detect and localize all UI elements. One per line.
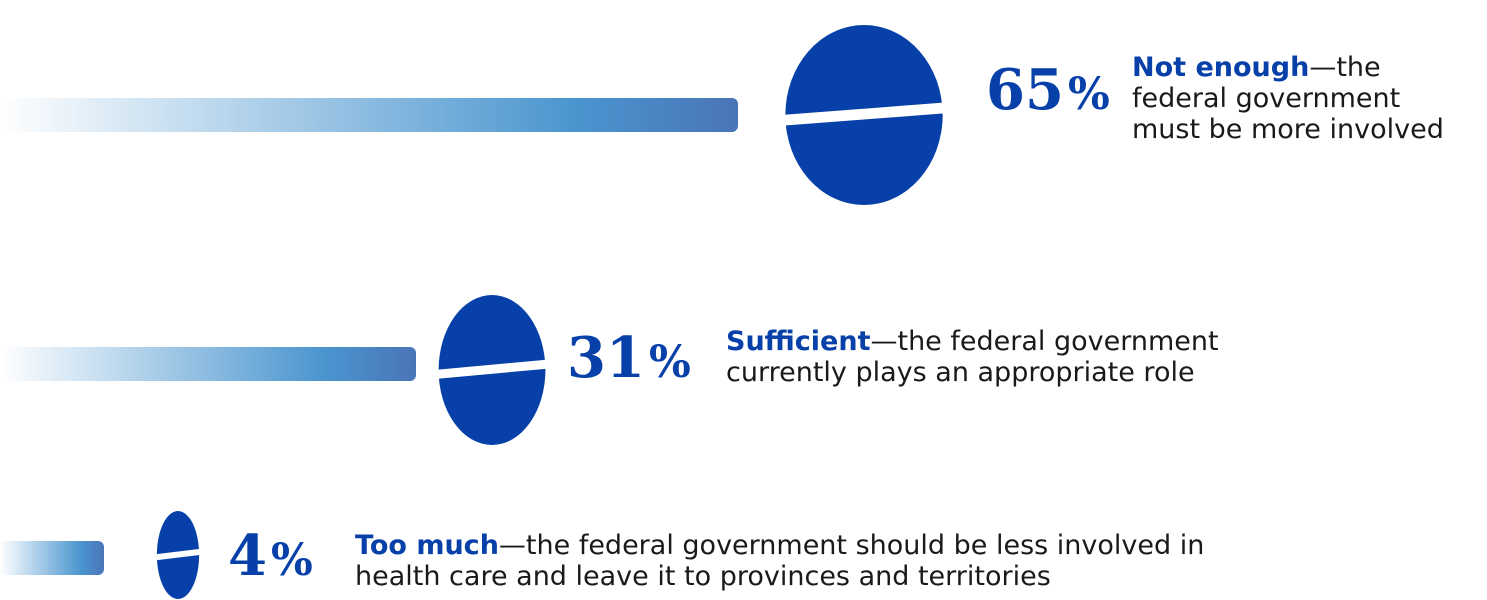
pill-icon-not-enough — [780, 25, 948, 205]
value-number: 31 — [567, 325, 645, 391]
description-line: health care and leave it to provinces an… — [355, 561, 1051, 592]
value-label-sufficient: 31% — [567, 330, 691, 386]
description-line: —the federal government — [870, 326, 1219, 357]
value-number: 65 — [986, 57, 1064, 123]
category-label: Sufficient — [726, 326, 871, 357]
bar-too-much — [0, 541, 104, 575]
description-line: —the federal government should be less i… — [498, 530, 1205, 561]
bar-not-enough — [0, 98, 738, 132]
category-label: Too much — [355, 530, 499, 561]
description-sufficient: Sufficient—the federal government curren… — [726, 326, 1219, 388]
description-not-enough: Not enough—the federal government must b… — [1132, 52, 1444, 145]
percent-sign: % — [1067, 69, 1110, 120]
category-label: Not enough — [1132, 52, 1310, 83]
description-line: federal government — [1132, 83, 1401, 114]
value-label-not-enough: 65% — [986, 62, 1110, 118]
percent-sign: % — [270, 535, 313, 586]
bar-sufficient — [0, 347, 416, 381]
chart-marks — [0, 25, 948, 599]
pill-icon-too-much — [152, 511, 204, 599]
description-too-much: Too much—the federal government should b… — [355, 530, 1204, 592]
value-label-too-much: 4% — [228, 528, 313, 584]
description-line: currently plays an appropriate role — [726, 357, 1195, 388]
description-line: must be more involved — [1132, 114, 1444, 145]
description-line: —the — [1309, 52, 1381, 83]
percent-sign: % — [648, 337, 691, 388]
value-number: 4 — [228, 523, 267, 589]
pill-icon-sufficient — [434, 295, 550, 445]
